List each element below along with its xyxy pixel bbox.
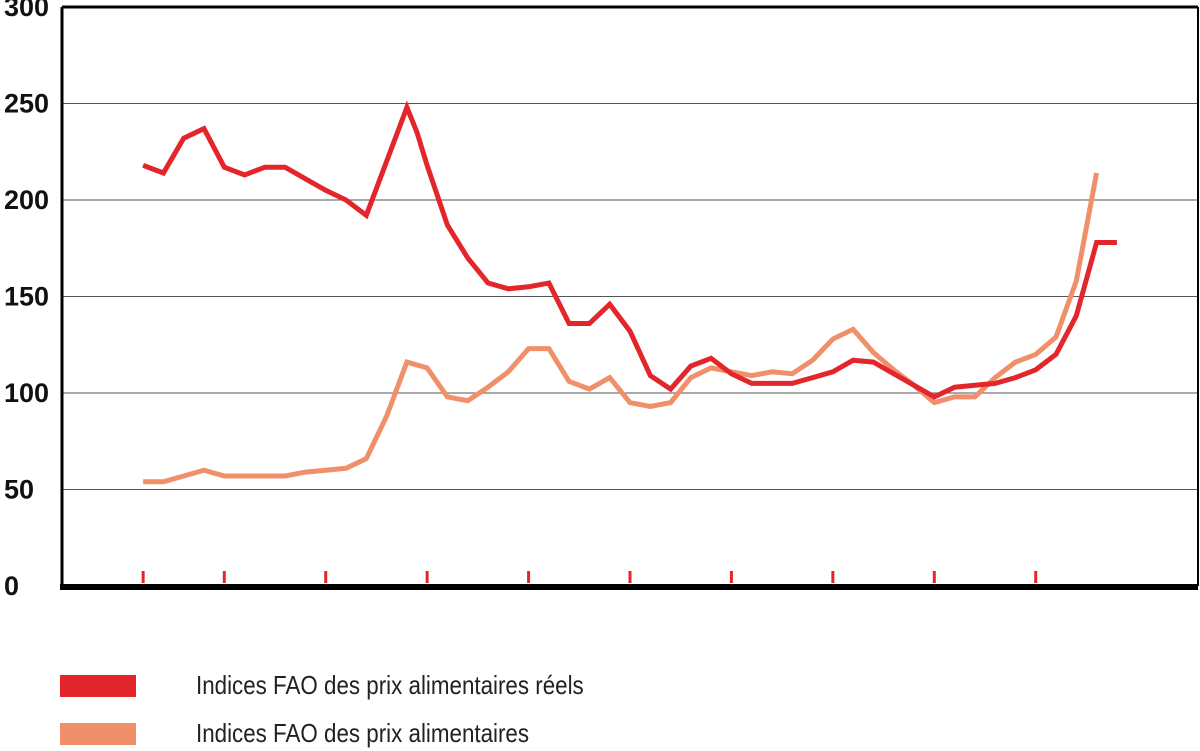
legend-item-nominal: Indices FAO des prix alimentaires: [60, 718, 583, 749]
y-tick-label: 50: [4, 475, 34, 505]
legend-swatch-nominal: [60, 722, 136, 745]
y-axis-tick-labels: 300 250 200 150 100 50 0: [4, 0, 49, 600]
series-line-nominal: [143, 172, 1100, 485]
series-lines: [142, 100, 1117, 485]
legend-swatch-real: [60, 674, 136, 697]
y-tick-label: 300: [4, 0, 49, 22]
legend-label-real: Indices FAO des prix alimentaires réels: [196, 670, 584, 700]
y-tick-label: 150: [4, 282, 49, 312]
series-line-real: [142, 100, 1117, 400]
grid-lines: [62, 103, 1198, 490]
x-axis: [60, 571, 1198, 590]
y-tick-label: 0: [4, 571, 19, 600]
y-tick-label: 250: [4, 89, 49, 119]
legend-label-nominal: Indices FAO des prix alimentaires: [196, 718, 530, 748]
y-tick-label: 100: [4, 378, 49, 408]
legend-item-real: Indices FAO des prix alimentaires réels: [60, 670, 647, 701]
plot-frame: [60, 5, 1199, 586]
y-tick-label: 200: [4, 185, 49, 215]
